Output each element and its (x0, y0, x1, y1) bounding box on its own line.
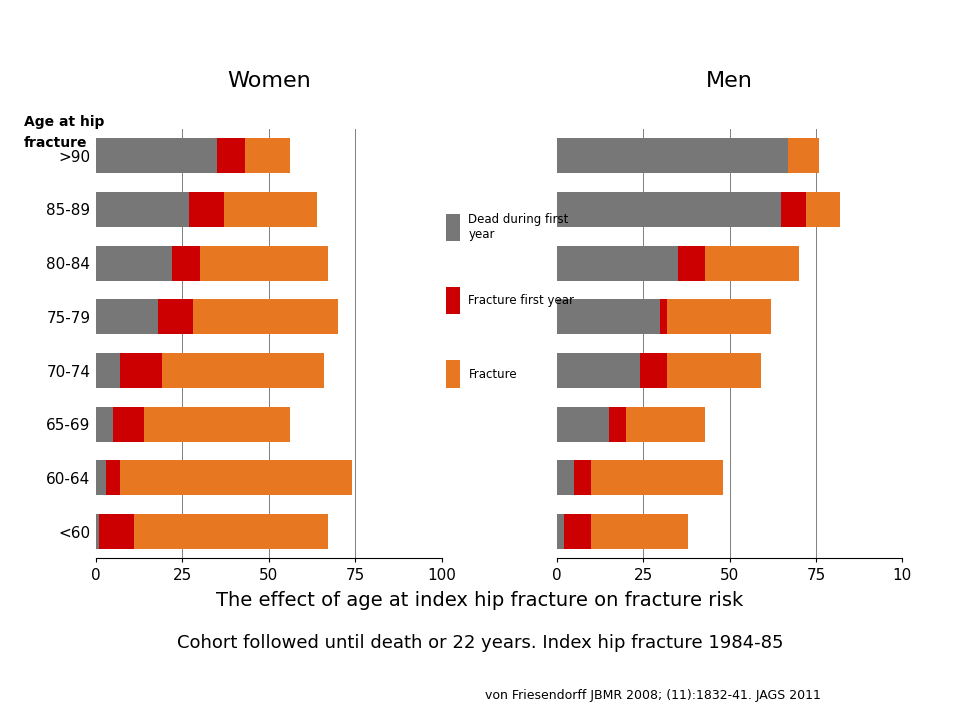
Bar (660, 299, 667, 334)
Bar (639, 353, 667, 388)
Text: fracture: fracture (24, 136, 87, 150)
Bar (144, 407, 290, 442)
Text: The effect of age at index hip fracture on fracture risk: The effect of age at index hip fracture … (216, 591, 744, 610)
Bar (100, 514, 134, 549)
Bar (120, 460, 351, 495)
Text: Fracture: Fracture (468, 367, 517, 380)
Text: Cohort followed until death or 22 years. Index hip fracture 1984-85: Cohort followed until death or 22 years.… (177, 634, 783, 652)
Text: Age at hip: Age at hip (24, 115, 105, 129)
Bar (200, 246, 327, 281)
Bar (557, 299, 660, 334)
Bar (591, 514, 688, 549)
Bar (678, 246, 706, 281)
Bar (557, 514, 564, 549)
Bar (557, 407, 609, 442)
Bar (120, 353, 161, 388)
Bar (781, 192, 805, 227)
Text: Fracture first year: Fracture first year (468, 294, 574, 307)
Bar (564, 514, 591, 549)
Text: Dead during first
year: Dead during first year (468, 213, 569, 241)
Bar (557, 138, 788, 173)
Text: von Friesendorff JBMR 2008; (11):1832-41. JAGS 2011: von Friesendorff JBMR 2008; (11):1832-41… (485, 689, 821, 702)
Bar (805, 192, 840, 227)
Bar (557, 246, 678, 281)
Bar (172, 246, 200, 281)
Bar (161, 353, 324, 388)
Bar (217, 138, 245, 173)
Bar (609, 407, 626, 442)
Bar (446, 287, 460, 314)
Bar (134, 514, 327, 549)
Bar (245, 138, 290, 173)
Title: Women: Women (227, 71, 311, 91)
Title: Men: Men (707, 71, 753, 91)
Bar (96, 514, 100, 549)
Bar (113, 407, 144, 442)
Text: Proportion with new fracture during the remaining lifetime: Proportion with new fracture during the … (12, 53, 497, 72)
Bar (557, 460, 574, 495)
Bar (557, 192, 781, 227)
Bar (96, 246, 172, 281)
Bar (96, 138, 217, 173)
Bar (446, 360, 460, 388)
Bar (189, 192, 224, 227)
Bar (193, 299, 338, 334)
Bar (96, 299, 158, 334)
Bar (788, 138, 820, 173)
Bar (96, 460, 107, 495)
Bar (706, 246, 799, 281)
Bar (96, 192, 189, 227)
Bar (96, 407, 113, 442)
Bar (591, 460, 723, 495)
Bar (224, 192, 317, 227)
Text: After hip fracture:: After hip fracture: (12, 13, 227, 33)
Bar (557, 353, 639, 388)
Bar (446, 213, 460, 241)
Bar (667, 299, 771, 334)
Bar (158, 299, 193, 334)
Bar (96, 353, 120, 388)
Bar (574, 460, 591, 495)
Bar (107, 460, 120, 495)
Bar (626, 407, 706, 442)
Bar (667, 353, 760, 388)
